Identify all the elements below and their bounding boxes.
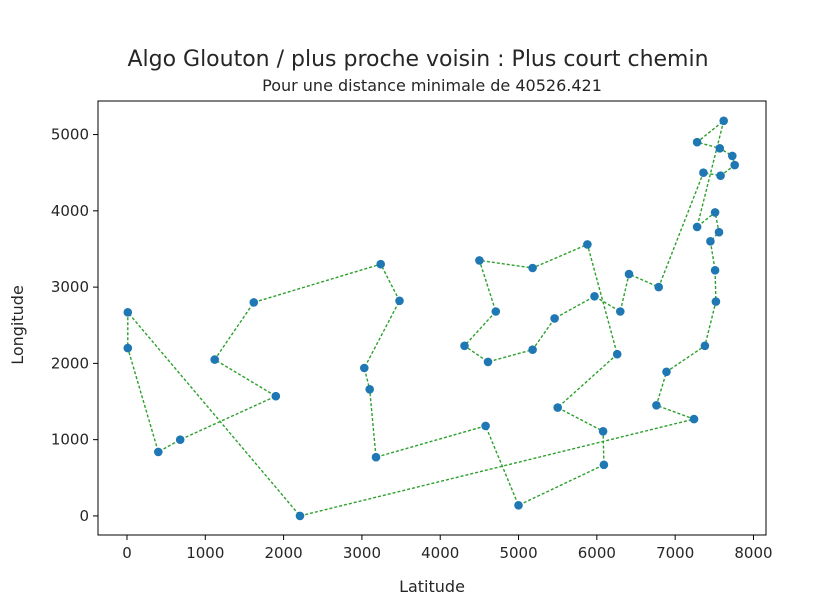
city-point <box>271 391 281 401</box>
city-point <box>689 414 699 424</box>
city-point <box>692 137 702 147</box>
city-point <box>711 297 721 306</box>
city-point <box>699 168 708 177</box>
city-point <box>583 240 592 249</box>
city-point <box>514 501 523 510</box>
x-tick-label: 3000 <box>343 544 381 562</box>
x-tick-label: 0 <box>122 544 132 562</box>
city-point <box>714 227 724 237</box>
y-tick-label: 4000 <box>51 202 89 220</box>
x-tick-label: 6000 <box>578 544 616 562</box>
city-point <box>730 160 739 170</box>
city-point <box>710 208 720 217</box>
y-tick-label: 3000 <box>51 278 89 296</box>
x-tick-label: 2000 <box>265 544 303 562</box>
y-tick-label: 0 <box>79 507 89 525</box>
axes-frame <box>97 100 767 536</box>
city-point <box>123 343 133 353</box>
city-point <box>728 151 737 161</box>
city-point <box>483 357 493 367</box>
city-point <box>154 447 163 457</box>
city-point <box>706 237 715 246</box>
city-point <box>654 282 663 292</box>
city-point <box>553 403 562 412</box>
city-point <box>395 296 404 306</box>
city-point <box>175 435 185 445</box>
y-axis-label: Longitude <box>8 285 27 365</box>
city-point <box>371 452 381 462</box>
city-point <box>599 460 609 470</box>
city-point <box>590 292 599 301</box>
city-point <box>598 427 608 436</box>
x-tick-label: 4000 <box>421 544 459 562</box>
x-tick-label: 7000 <box>656 544 694 562</box>
y-axis: 0 1000 2000 3000 4000 5000 <box>51 126 98 525</box>
x-axis: 0 1000 2000 3000 4000 5000 6000 7000 8000 <box>122 535 773 562</box>
x-tick-label: 1000 <box>186 544 224 562</box>
y-tick-label: 5000 <box>51 126 89 144</box>
city-point <box>376 259 386 269</box>
city-point <box>360 363 369 373</box>
city-point <box>475 256 484 265</box>
x-tick-label: 5000 <box>499 544 537 562</box>
city-point <box>612 349 622 359</box>
city-point <box>528 345 537 355</box>
city-point <box>365 385 375 394</box>
y-tick-label: 1000 <box>51 431 89 449</box>
city-point <box>550 314 559 323</box>
city-point <box>710 266 720 275</box>
city-point <box>528 263 537 273</box>
city-point <box>624 269 634 279</box>
path-line <box>127 118 736 517</box>
city-point <box>700 341 710 351</box>
x-axis-label: Latitude <box>399 577 465 596</box>
city-point <box>662 367 671 377</box>
city-point <box>123 308 133 317</box>
city-point <box>210 355 219 364</box>
chart-subtitle: Pour une distance minimale de 40526.421 <box>262 76 602 95</box>
city-point <box>460 341 469 351</box>
chart-title: Algo Glouton / plus proche voisin : Plus… <box>127 47 708 72</box>
y-tick-label: 2000 <box>51 354 89 372</box>
city-point <box>295 511 305 521</box>
city-point <box>249 298 259 307</box>
city-point <box>692 222 702 232</box>
city-point <box>652 401 661 410</box>
x-tick-label: 8000 <box>734 544 772 562</box>
city-point <box>719 116 728 126</box>
city-point <box>491 307 501 316</box>
city-point <box>716 171 725 180</box>
city-point <box>481 421 490 431</box>
city-point <box>616 307 625 316</box>
city-point <box>715 144 725 153</box>
plot-area <box>123 116 739 521</box>
